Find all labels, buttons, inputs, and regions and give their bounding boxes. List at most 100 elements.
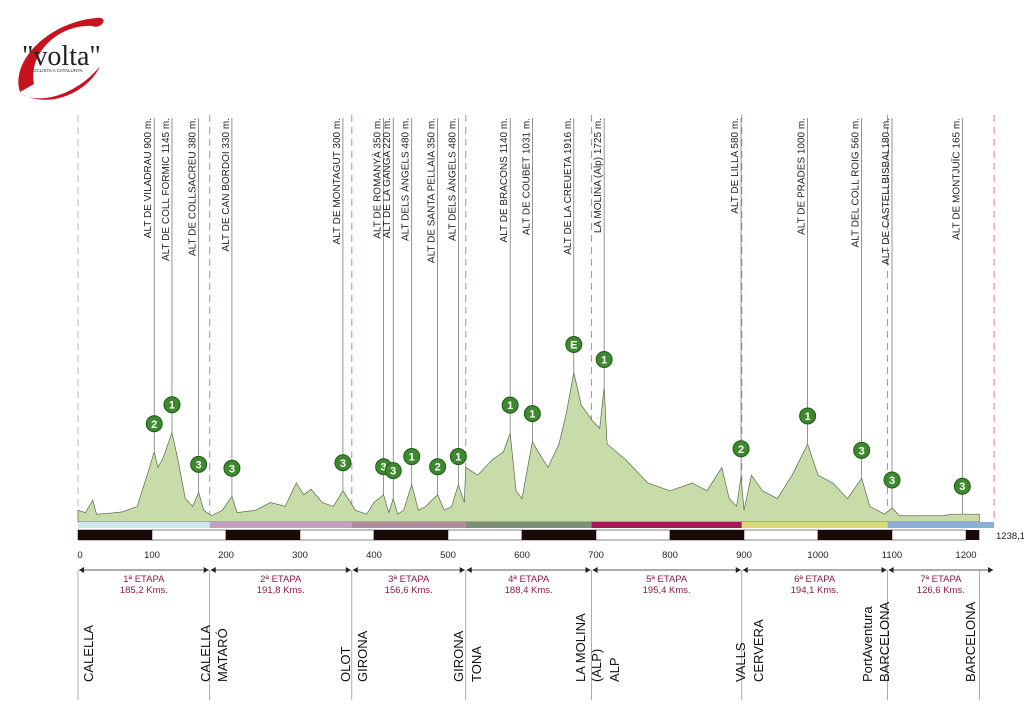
town-label: CALELLA (81, 625, 96, 682)
town-label: GIRONA (355, 630, 370, 682)
stage-color-bar (78, 522, 210, 528)
climb-category-badge (595, 350, 613, 368)
climb-category-badge (732, 440, 750, 458)
climb-label: ALT DE COUBET 1031 m. (521, 118, 532, 235)
stage-distance: 188,4 Kms. (505, 585, 553, 596)
x-tick-label: 800 (662, 550, 678, 561)
km-scale-segment (77, 529, 153, 541)
climb-category-text: 1 (409, 452, 415, 464)
climb-category-text: 1 (805, 411, 811, 423)
x-tick-label: 700 (588, 550, 604, 561)
climb-category-badge (334, 454, 352, 472)
climb-category-text: 1 (529, 409, 535, 421)
x-tick-label: 100 (144, 550, 160, 561)
town-label: MATARÓ (215, 628, 230, 682)
climb-category-badge (190, 455, 208, 473)
stage-name: 5ª ETAPA (646, 574, 688, 585)
x-tick-label: 400 (366, 550, 382, 561)
town-label: BARCELONA (877, 601, 892, 682)
climb-category-text: 2 (738, 444, 744, 456)
climb-category-badge (523, 405, 541, 423)
town-label: OLOT (338, 647, 353, 682)
stage-color-bar (351, 522, 466, 528)
logo-subtitle: CICLISTA A CATALUNYA (32, 68, 83, 73)
stage-distance: 195,4 Kms. (643, 585, 691, 596)
climb-category-badge (449, 448, 467, 466)
stage-name: 4ª ETAPA (508, 574, 550, 585)
climb-label: ALT DE LA CREUETA 1916 m. (563, 118, 574, 255)
climb-category-badge (799, 407, 817, 425)
climb-category-badge (883, 471, 901, 489)
climb-label: ALT DELS ÀNGELS 480 m. (399, 118, 412, 241)
climb-category-badge (384, 462, 402, 480)
climb-label: ALT DE ROMANYÀ 350 m. (371, 118, 384, 239)
town-label: ALP (607, 657, 622, 682)
km-scale-segment (966, 530, 980, 540)
stage-name: 6ª ETAPA (794, 574, 836, 585)
climb-label: ALT DE VILADRAU 900 m. (143, 118, 154, 238)
climb-label: ALT DE BRACONS 1140 m. (499, 118, 510, 243)
km-scale-segment (447, 529, 523, 541)
stage-color-bar (741, 522, 888, 528)
climb-label: ALT DE LILLA 580 m. (730, 118, 741, 214)
x-tick-label: 200 (218, 550, 234, 561)
town-label: BARCELONA (963, 601, 978, 682)
town-label: PortAventura (860, 606, 875, 682)
climb-category-text: 3 (390, 466, 396, 478)
km-scale-segment (669, 529, 745, 541)
climb-label: ALT DE PRADES 1000 m. (797, 118, 808, 235)
km-scale-segment (595, 529, 671, 541)
climb-label: ALT DE CAN BORDOI 330 m. (221, 118, 232, 252)
climb-category-badge (163, 396, 181, 414)
climb-category-badge (953, 477, 971, 495)
climb-label: ALT DE SANTA PELLAIA 350 m. (427, 118, 438, 263)
stage-distance: 156,6 Kms. (385, 585, 433, 596)
km-scale-segment (817, 529, 893, 541)
climb-label: ALT DE MONTJUÏC 165 m. (950, 118, 962, 240)
town-label: GIRONA (451, 630, 466, 682)
climb-category-text: 3 (196, 459, 202, 471)
km-scale-segment (743, 529, 819, 541)
elevation-profile (77, 372, 980, 523)
stage-name: 1ª ETAPA (123, 574, 165, 585)
stage-color-bar (887, 522, 995, 528)
climb-category-text: 3 (229, 463, 235, 475)
climb-category-text: 1 (507, 400, 513, 412)
climb-category-text: 1 (169, 400, 175, 412)
climb-category-badge (853, 441, 871, 459)
climb-category-text: 3 (889, 475, 895, 487)
stage-name: 2ª ETAPA (260, 574, 302, 585)
km-scale-segment (299, 529, 375, 541)
town-label: VALLS (733, 642, 748, 682)
km-scale-segment (891, 529, 967, 541)
km-scale-segment (373, 529, 449, 541)
climb-category-text: 1 (455, 452, 461, 464)
x-tick-label: 600 (514, 550, 530, 561)
x-tick-label: 500 (440, 550, 456, 561)
logo: "volta" CICLISTA A CATALUNYA (18, 17, 104, 100)
climb-label: ALT DEL COLL ROIG 560 m. (851, 118, 862, 248)
stage-color-bar (209, 522, 352, 528)
km-scale-segment (225, 529, 301, 541)
stage-distance: 194,1 Kms. (791, 585, 839, 596)
town-label: LA MOLINA (573, 613, 588, 682)
stage-color-bar (591, 522, 742, 528)
climb-category-badge (501, 396, 519, 414)
climb-category-text: 2 (151, 419, 157, 431)
x-tick-label: 1000 (807, 550, 828, 561)
town-label: CALELLA (198, 625, 213, 682)
km-scale-segment (151, 529, 227, 541)
total-distance: 1238,1 (996, 531, 1024, 542)
x-tick-label: 1100 (882, 550, 902, 561)
climb-category-text: 3 (340, 458, 346, 470)
logo-text: "volta" (22, 41, 101, 72)
climb-category-text: 3 (381, 462, 387, 474)
stage-distance: 185,2 Kms. (120, 585, 168, 596)
town-label: CERVERA (751, 619, 766, 682)
climb-label: LA MOLINA (Alp) 1725 m. (593, 118, 604, 233)
climb-category-text: 1 (601, 354, 607, 366)
climb-category-badge (223, 459, 241, 477)
stage-distance: 126,6 Kms. (917, 585, 965, 596)
town-label: TONA (469, 646, 484, 682)
